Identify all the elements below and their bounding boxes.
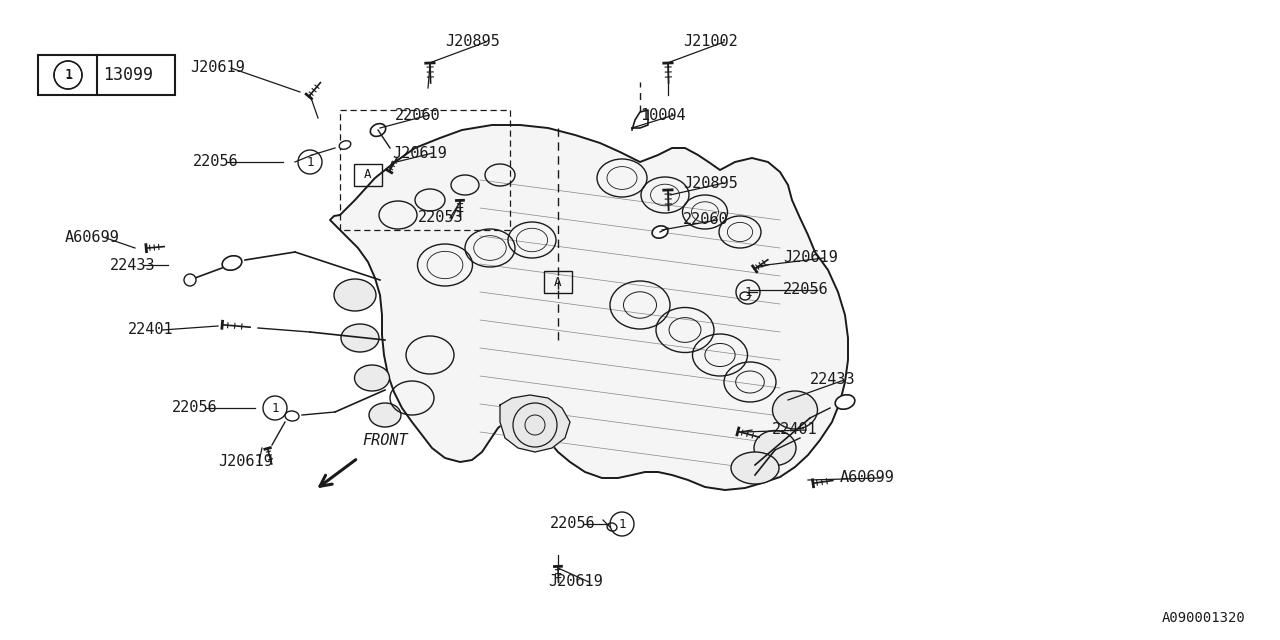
Text: 1: 1 (306, 156, 314, 168)
Ellipse shape (607, 523, 617, 531)
Text: 1: 1 (744, 285, 751, 298)
Polygon shape (500, 395, 570, 452)
Text: 10004: 10004 (640, 108, 686, 122)
Bar (340, 110, 509, 230)
Text: 1: 1 (64, 68, 72, 81)
Ellipse shape (731, 452, 780, 484)
Text: J20895: J20895 (684, 175, 737, 191)
Text: 22401: 22401 (128, 323, 174, 337)
Ellipse shape (334, 279, 376, 311)
Bar (544, 271, 572, 293)
Text: A090001320: A090001320 (1161, 611, 1245, 625)
Text: 1: 1 (271, 401, 279, 415)
Ellipse shape (652, 226, 668, 238)
Text: J20895: J20895 (445, 35, 499, 49)
Text: J20619: J20619 (189, 61, 244, 76)
Text: 22056: 22056 (193, 154, 238, 170)
Text: 22056: 22056 (783, 282, 828, 298)
Bar (38, 55, 175, 95)
Bar (355, 164, 381, 186)
Text: J20619: J20619 (548, 575, 603, 589)
Text: 22060: 22060 (684, 212, 728, 227)
Ellipse shape (340, 324, 379, 352)
Text: 22401: 22401 (772, 422, 818, 438)
Text: FRONT: FRONT (362, 433, 407, 448)
Ellipse shape (773, 391, 818, 429)
Text: J20619: J20619 (392, 145, 447, 161)
Text: 22053: 22053 (419, 211, 463, 225)
Ellipse shape (740, 292, 750, 300)
Text: A: A (365, 168, 371, 182)
Text: J20619: J20619 (218, 454, 273, 470)
Text: J20619: J20619 (783, 250, 837, 266)
Ellipse shape (835, 395, 855, 409)
Text: J21002: J21002 (684, 35, 737, 49)
Text: 1: 1 (64, 68, 72, 82)
Text: 13099: 13099 (102, 66, 154, 84)
Ellipse shape (285, 411, 300, 421)
Ellipse shape (339, 141, 351, 149)
Text: 22433: 22433 (810, 372, 855, 387)
Ellipse shape (355, 365, 389, 391)
Text: 22056: 22056 (550, 516, 595, 531)
Polygon shape (330, 125, 849, 490)
Ellipse shape (369, 403, 401, 427)
Text: A60699: A60699 (65, 230, 120, 246)
Text: 22433: 22433 (110, 257, 156, 273)
Text: 1: 1 (618, 518, 626, 531)
Text: 22056: 22056 (172, 401, 218, 415)
Text: 22060: 22060 (396, 108, 440, 122)
Text: A: A (554, 275, 562, 289)
Ellipse shape (223, 256, 242, 270)
Circle shape (184, 274, 196, 286)
Ellipse shape (370, 124, 385, 136)
Text: A60699: A60699 (840, 470, 895, 486)
Ellipse shape (754, 431, 796, 465)
